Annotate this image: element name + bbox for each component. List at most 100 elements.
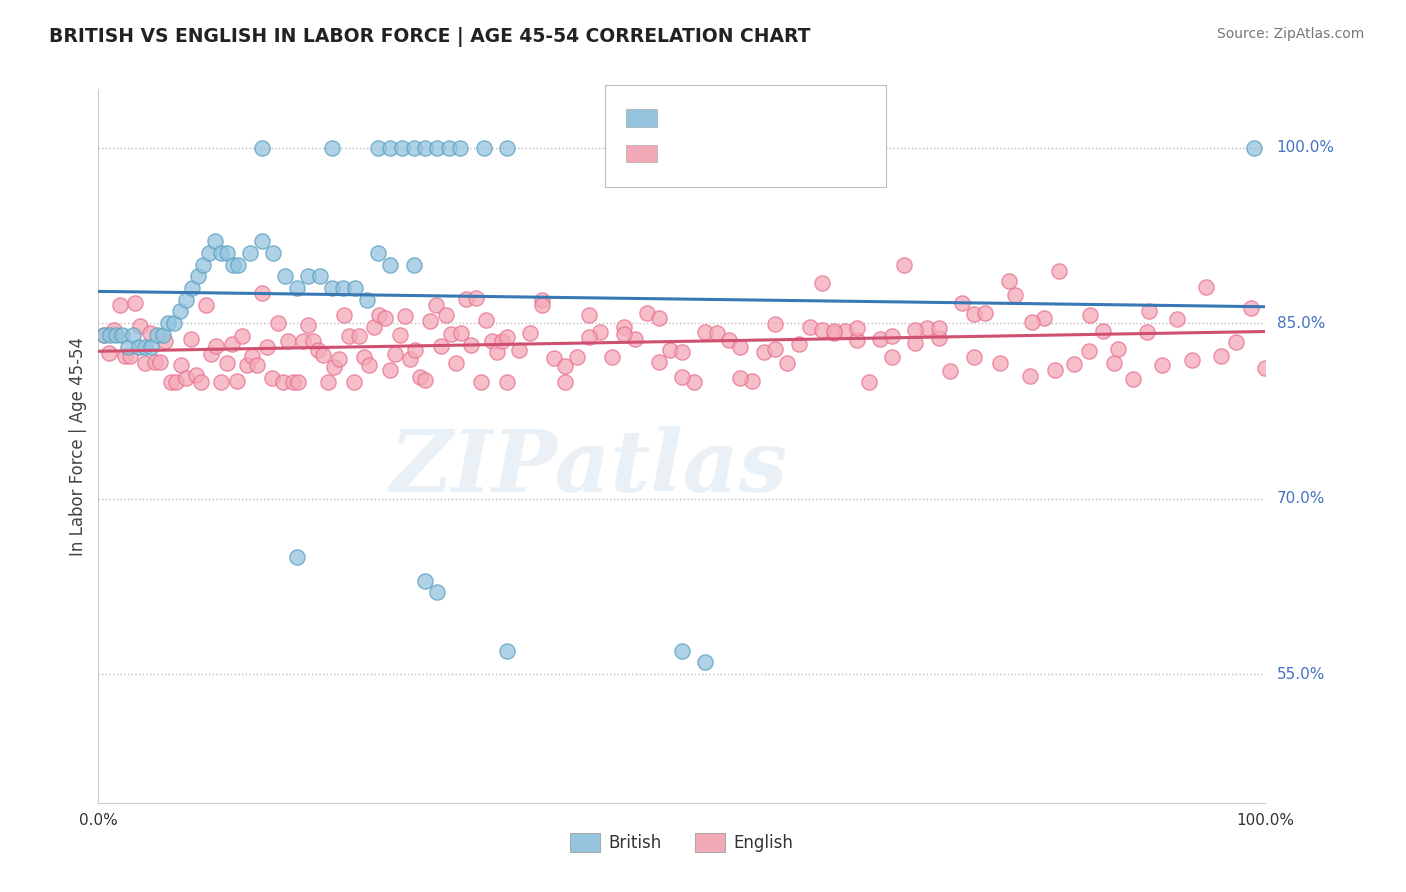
Point (1080, 309, 1102, 323)
Point (209, 246, 232, 260)
Point (256, 340, 278, 354)
Point (198, 246, 221, 260)
Text: 100.0%: 100.0% (1277, 140, 1334, 155)
Point (413, 574, 436, 588)
Point (717, 333, 740, 347)
Point (811, 277, 834, 291)
Point (246, 358, 269, 372)
Point (292, 334, 315, 348)
Point (98, 346, 121, 360)
Point (1195, 280, 1218, 294)
Point (834, 324, 856, 338)
Point (491, 334, 513, 348)
Point (118, 349, 141, 363)
Point (950, 296, 973, 310)
Point (1092, 325, 1115, 339)
Point (180, 332, 202, 346)
Point (519, 326, 541, 340)
Point (139, 340, 162, 354)
Point (496, 329, 519, 343)
Point (974, 306, 997, 320)
Point (496, 141, 519, 155)
Point (93, 327, 115, 342)
Text: BRITISH VS ENGLISH IN LABOR FORCE | AGE 45-54 CORRELATION CHART: BRITISH VS ENGLISH IN LABOR FORCE | AGE … (49, 27, 811, 46)
Point (1166, 312, 1188, 326)
Point (266, 316, 288, 330)
Point (297, 318, 319, 332)
Point (378, 362, 401, 376)
Point (962, 307, 984, 321)
Point (328, 352, 350, 367)
Point (425, 298, 447, 312)
Point (367, 246, 389, 260)
Legend: British, English: British, English (564, 826, 800, 859)
Point (845, 333, 868, 347)
Point (440, 326, 463, 341)
Point (285, 281, 308, 295)
Point (200, 347, 222, 361)
Point (297, 269, 319, 284)
Point (647, 354, 669, 368)
Point (374, 310, 396, 325)
Point (470, 375, 492, 389)
Point (250, 234, 273, 248)
Point (104, 327, 127, 342)
Point (928, 321, 950, 335)
Point (394, 310, 416, 324)
Point (139, 326, 162, 340)
Point (322, 359, 344, 374)
Point (193, 258, 215, 272)
Point (384, 347, 406, 361)
Point (1021, 315, 1043, 329)
Point (449, 141, 471, 155)
Point (321, 281, 343, 295)
Point (240, 349, 263, 363)
Y-axis label: In Labor Force | Age 45-54: In Labor Force | Age 45-54 (69, 336, 87, 556)
Point (277, 334, 299, 348)
Text: 70.0%: 70.0% (1277, 491, 1324, 506)
Point (671, 370, 693, 384)
Point (262, 371, 284, 385)
Point (204, 234, 226, 248)
Point (1254, 360, 1277, 375)
Point (363, 320, 385, 334)
Point (134, 355, 156, 369)
Point (1102, 356, 1125, 370)
Point (129, 319, 152, 334)
Point (475, 312, 498, 326)
Point (613, 326, 636, 341)
Point (402, 258, 425, 272)
Point (128, 340, 150, 354)
Point (706, 326, 728, 340)
Point (659, 343, 682, 358)
Point (108, 298, 131, 312)
Point (1181, 353, 1204, 368)
Point (231, 329, 253, 343)
Point (93, 327, 115, 342)
Point (302, 334, 325, 349)
Point (496, 644, 519, 658)
Text: ZIPatlas: ZIPatlas (389, 425, 787, 509)
Text: 55.0%: 55.0% (1277, 666, 1324, 681)
Point (450, 326, 472, 341)
Text: N = 162: N = 162 (808, 149, 889, 167)
Point (426, 585, 449, 599)
Point (823, 324, 845, 338)
Point (869, 331, 891, 345)
Point (437, 141, 460, 155)
Point (356, 293, 378, 307)
Point (752, 344, 775, 359)
Point (312, 348, 335, 362)
Point (165, 375, 187, 389)
Point (682, 375, 704, 389)
Point (391, 141, 413, 155)
Point (429, 339, 451, 353)
Point (157, 316, 180, 330)
Point (343, 375, 366, 389)
Point (221, 337, 243, 351)
Point (799, 320, 821, 334)
Point (419, 314, 441, 328)
Point (215, 356, 238, 370)
Point (399, 351, 422, 366)
Point (1225, 334, 1247, 349)
